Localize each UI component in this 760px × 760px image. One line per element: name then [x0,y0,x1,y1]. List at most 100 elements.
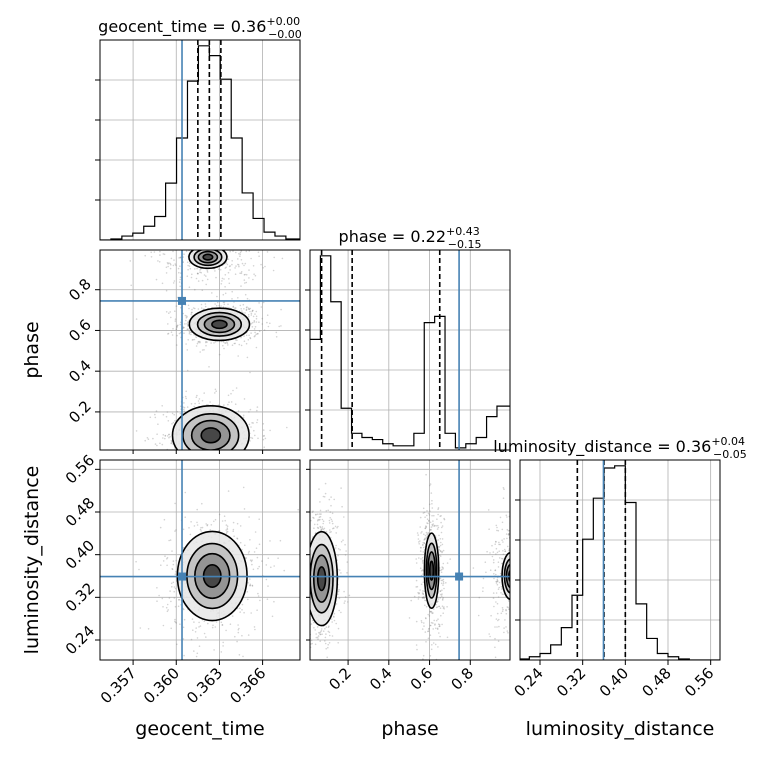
scatter-point [160,564,162,566]
scatter-point [239,455,241,457]
scatter-point [196,652,199,655]
scatter-point [319,633,322,636]
scatter-point [196,467,198,469]
scatter-point [497,566,500,568]
scatter-point [152,452,154,454]
scatter-point [506,516,508,518]
scatter-point [308,587,310,589]
scatter-point [239,607,241,609]
scatter-point [289,525,291,527]
scatter-point [184,516,186,518]
scatter-point [195,235,197,237]
scatter-point [225,531,228,533]
scatter-point [318,631,320,634]
scatter-point [305,591,307,593]
scatter-point [174,587,177,590]
scatter-point [321,526,324,528]
scatter-point [446,636,449,639]
scatter-point [506,537,508,540]
scatter-point [308,573,310,575]
scatter-point [240,259,243,261]
scatter-point [208,238,210,240]
scatter-point [511,616,513,618]
scatter-point [442,580,445,583]
scatter-point [259,487,261,489]
scatter-point [208,475,210,477]
scatter-point [206,278,209,281]
scatter-point [424,604,426,607]
title-phase: phase = 0.22+0.43 −0.15 [339,225,482,251]
scatter-point [522,568,524,570]
scatter-point [245,273,248,276]
scatter-point [415,579,418,582]
scatter-point [424,527,427,530]
scatter-point [225,524,228,526]
scatter-point [493,577,495,580]
scatter-point [223,220,225,222]
scatter-point [204,463,206,465]
scatter-point [182,326,185,329]
scatter-point [222,341,225,343]
scatter-point [441,525,444,527]
scatter-point [324,642,327,645]
scatter-point [224,342,226,344]
scatter-point [423,542,426,544]
scatter-point [330,518,333,521]
scatter-point [206,246,208,248]
scatter-point [497,529,500,532]
scatter-point [224,463,226,465]
scatter-point [195,247,197,249]
scatter-point [428,520,430,522]
scatter-point [328,625,330,627]
scatter-point [211,452,213,454]
scatter-point [257,251,260,254]
scatter-point [174,420,176,422]
scatter-point [220,454,222,456]
scatter-point [232,530,234,532]
scatter-point [236,537,238,539]
scatter-point [266,598,269,600]
scatter-point [234,307,236,309]
scatter-point [207,461,209,463]
scatter-point [521,587,523,589]
scatter-point [183,608,185,611]
scatter-point [219,457,221,459]
scatter-point [240,464,242,466]
scatter-point [245,241,247,243]
scatter-point [421,570,423,572]
scatter-point [514,586,516,588]
x-tick-label: 0.40 [596,664,632,700]
scatter-point [316,636,319,639]
scatter-point [333,619,336,622]
panel-phase-geocent_time [99,220,301,489]
scatter-point [325,510,328,512]
scatter-point [248,308,250,311]
scatter-point [245,334,248,337]
scatter-point [431,507,434,509]
scatter-point [438,534,440,537]
scatter-point [255,317,258,320]
scatter-point [171,568,174,571]
scatter-point [209,248,211,250]
scatter-point [185,319,187,322]
scatter-point [316,626,319,628]
scatter-point [176,326,178,329]
scatter-point [201,279,204,282]
scatter-point [250,229,252,231]
scatter-point [318,519,320,521]
scatter-point [435,619,438,622]
scatter-point [526,561,528,563]
scatter-point [494,626,496,628]
scatter-point [220,462,222,464]
scatter-point [238,242,240,244]
scatter-point [239,304,242,307]
scatter-point [214,303,216,305]
scatter-point [344,554,347,556]
scatter-point [522,596,524,598]
scatter-point [271,615,274,618]
scatter-point [248,516,250,518]
scatter-point [227,464,229,466]
scatter-point [420,547,422,549]
scatter-point [237,410,240,412]
scatter-point [202,454,204,456]
